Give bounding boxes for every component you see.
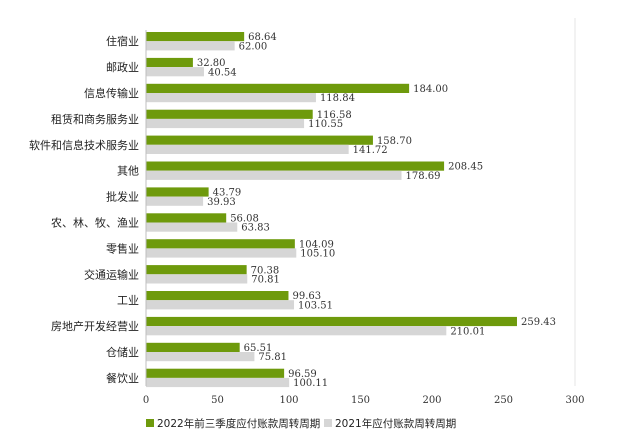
bar-2022-6 [146, 187, 209, 197]
category-label-10: 工业 [117, 294, 139, 307]
x-tick-50: 50 [211, 395, 224, 406]
bar-2022-2 [146, 83, 410, 93]
category-label-7: 农、林、牧、渔业 [51, 216, 139, 230]
category-label-6: 批发业 [106, 190, 139, 204]
data-label-2022-8: 104.09 [299, 239, 334, 250]
data-label-2021-8: 105.10 [300, 249, 335, 260]
category-label-5: 其他 [117, 165, 139, 178]
bar-2021-4 [146, 144, 349, 154]
bar-2022-1 [146, 57, 193, 68]
data-label-2021-12: 75.81 [258, 352, 287, 363]
data-label-2021-5: 178.69 [406, 171, 441, 182]
data-label-2022-7: 56.08 [230, 214, 259, 225]
data-label-2022-13: 96.59 [288, 369, 317, 380]
category-label-13: 餐饮业 [106, 371, 139, 385]
data-label-2021-2: 118.84 [320, 93, 355, 104]
bar-2022-0 [146, 32, 245, 42]
data-label-2021-0: 62.00 [239, 41, 268, 52]
data-label-2022-12: 65.51 [244, 343, 273, 354]
x-tick-300: 300 [565, 395, 584, 406]
bar-2022-7 [146, 213, 227, 223]
x-tick-labels: 0 50 100 150 200 250 300 [143, 395, 585, 406]
data-label-2022-9: 70.38 [251, 265, 280, 276]
legend: 2022年前三季度应付账款周转周期 2021年应付账款周转周期 [146, 417, 456, 430]
bar-2022-10 [146, 291, 289, 301]
bar-2022-8 [146, 239, 295, 249]
bar-2021-9 [146, 274, 248, 284]
bar-2022-13 [146, 368, 285, 378]
bar-2021-11 [146, 326, 447, 336]
category-label-11: 房地产开发经营业 [51, 319, 139, 333]
bar-2021-10 [146, 300, 295, 310]
x-tick-0: 0 [143, 395, 149, 406]
bar-2022-11 [146, 316, 517, 327]
data-label-2022-0: 68.64 [248, 32, 277, 43]
bar-2021-12 [146, 352, 255, 362]
bar-2022-5 [146, 161, 445, 171]
bar-2022-9 [146, 265, 247, 275]
data-label-2021-6: 39.93 [207, 197, 236, 208]
data-label-2022-4: 158.70 [377, 136, 412, 147]
data-label-2021-10: 103.51 [298, 300, 333, 311]
bar-2021-13 [146, 377, 290, 388]
legend-swatch-2021 [324, 419, 332, 427]
data-label-2022-3: 116.58 [317, 110, 352, 121]
data-label-2021-13: 100.11 [293, 378, 328, 389]
data-label-2022-6: 43.79 [213, 188, 242, 199]
category-label-3: 租赁和商务服务业 [51, 112, 139, 126]
x-tick-250: 250 [494, 395, 513, 406]
data-label-2021-3: 110.55 [308, 119, 343, 130]
bar-2021-8 [146, 248, 297, 258]
category-label-0: 住宿业 [106, 34, 139, 48]
data-label-2021-7: 63.83 [241, 223, 270, 234]
x-tick-150: 150 [351, 395, 370, 406]
category-label-9: 交通运输业 [84, 267, 139, 281]
legend-label-2022: 2022年前三季度应付账款周转周期 [157, 417, 320, 430]
bar-2021-3 [146, 118, 305, 129]
category-label-4: 软件和信息技术服务业 [29, 138, 139, 152]
bar-2021-0 [146, 41, 235, 51]
bar-2021-2 [146, 93, 316, 103]
bar-2021-5 [146, 170, 402, 180]
data-label-2021-9: 70.81 [251, 275, 280, 286]
data-label-2021-4: 141.72 [353, 145, 388, 156]
bar-2022-4 [146, 135, 373, 145]
category-label-8: 零售业 [106, 241, 139, 255]
bar-2021-7 [146, 222, 238, 232]
legend-swatch-2022 [146, 419, 154, 427]
data-label-2021-1: 40.54 [208, 67, 237, 78]
bar-2022-3 [146, 109, 313, 119]
data-label-2022-5: 208.45 [448, 162, 483, 173]
data-label-2022-11: 259.43 [521, 317, 556, 328]
x-tick-200: 200 [422, 395, 441, 406]
legend-label-2021: 2021年应付账款周转周期 [335, 417, 456, 430]
category-label-2: 信息传输业 [84, 86, 139, 100]
bar-2021-1 [146, 67, 204, 77]
category-label-1: 邮政业 [106, 60, 139, 74]
category-label-12: 仓储业 [106, 345, 139, 359]
category-labels: 住宿业邮政业信息传输业租赁和商务服务业软件和信息技术服务业其他批发业农、林、牧、… [29, 34, 139, 385]
x-tick-100: 100 [279, 395, 298, 406]
data-label-2022-10: 99.63 [292, 291, 321, 302]
bar-2021-6 [146, 196, 204, 206]
data-label-2022-1: 32.80 [197, 58, 226, 69]
data-label-2022-2: 184.00 [413, 84, 448, 95]
data-label-2021-11: 210.01 [450, 326, 485, 337]
bar-2022-12 [146, 342, 240, 352]
